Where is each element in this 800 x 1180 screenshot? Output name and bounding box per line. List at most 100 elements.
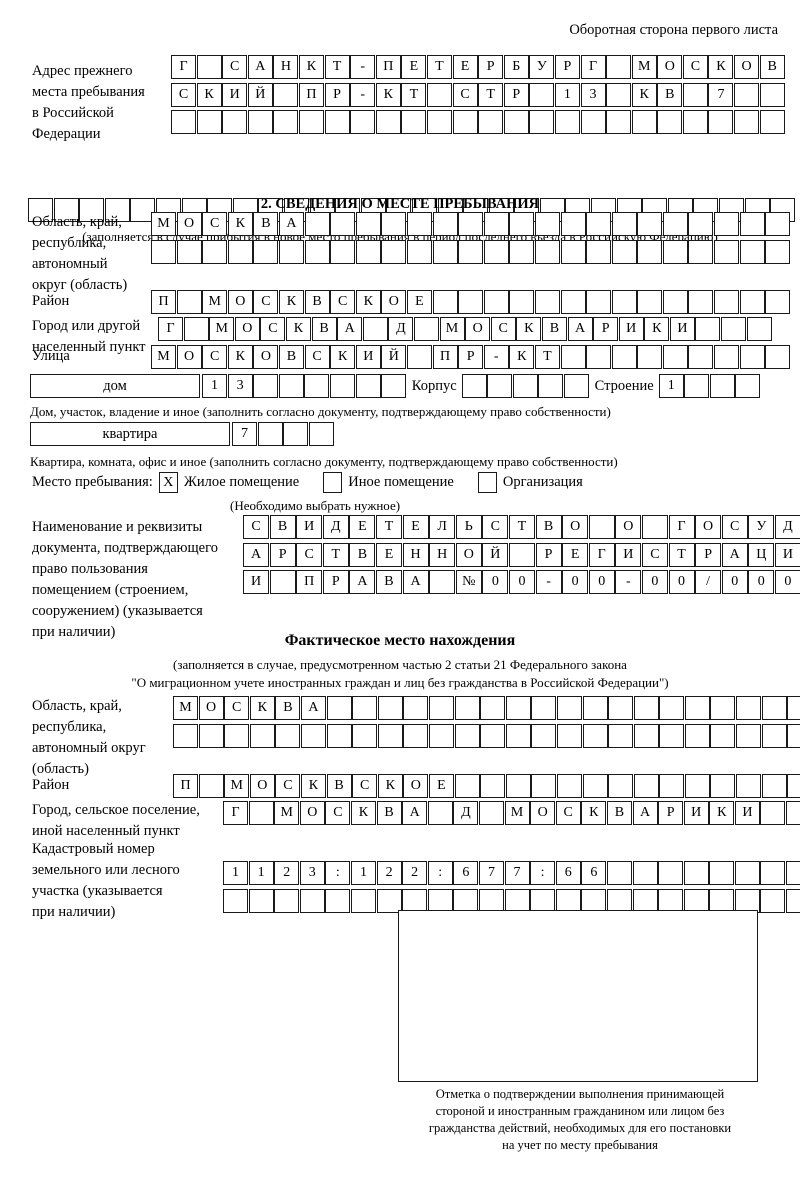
char-cell[interactable] <box>688 239 714 264</box>
char-cell[interactable]: Р <box>478 55 504 79</box>
char-cell[interactable] <box>406 345 432 369</box>
char-cell[interactable] <box>406 239 432 264</box>
char-cell[interactable] <box>556 696 582 720</box>
char-cell[interactable] <box>28 198 53 222</box>
char-cell[interactable]: П <box>375 55 401 79</box>
char-cell[interactable] <box>454 774 480 798</box>
char-cell[interactable] <box>683 888 709 913</box>
char-cell[interactable]: Е <box>349 515 376 539</box>
char-cell[interactable] <box>509 239 535 264</box>
char-cell[interactable]: 0 <box>641 570 668 594</box>
char-cell[interactable]: Н <box>429 542 456 567</box>
char-cell[interactable] <box>688 290 714 314</box>
char-cell[interactable]: О <box>176 345 202 369</box>
char-cell[interactable]: О <box>234 317 260 341</box>
char-cell[interactable] <box>308 422 334 446</box>
char-cell[interactable] <box>478 801 504 825</box>
char-cell[interactable]: И <box>296 515 323 539</box>
char-cell[interactable] <box>761 774 787 798</box>
char-cell[interactable] <box>555 888 581 913</box>
char-cell[interactable] <box>324 110 350 134</box>
char-cell[interactable] <box>608 774 634 798</box>
char-cell[interactable] <box>631 110 657 134</box>
char-cell[interactable]: 0 <box>721 570 748 594</box>
char-cell[interactable]: П <box>296 570 323 594</box>
char-cell[interactable]: 0 <box>668 570 695 594</box>
char-cell[interactable] <box>273 82 299 107</box>
char-cell[interactable]: Л <box>429 515 456 539</box>
char-cell[interactable] <box>581 888 607 913</box>
char-cell[interactable]: Т <box>508 515 535 539</box>
char-cell[interactable] <box>611 345 637 369</box>
char-cell[interactable]: В <box>349 542 376 567</box>
char-cell[interactable]: Г <box>580 55 606 79</box>
char-cell[interactable] <box>586 290 612 314</box>
char-cell[interactable] <box>330 239 356 264</box>
char-cell[interactable]: И <box>683 801 709 825</box>
char-cell[interactable] <box>659 774 685 798</box>
char-cell[interactable]: 6 <box>581 861 607 885</box>
char-cell[interactable] <box>350 110 376 134</box>
char-cell[interactable]: В <box>376 801 402 825</box>
char-cell[interactable] <box>454 696 480 720</box>
char-cell[interactable]: М <box>202 290 228 314</box>
char-cell[interactable] <box>761 723 787 748</box>
char-cell[interactable]: А <box>300 696 326 720</box>
char-cell[interactable]: 1 <box>248 861 274 885</box>
char-cell[interactable]: О <box>198 696 224 720</box>
char-cell[interactable]: В <box>275 696 301 720</box>
char-cell[interactable]: К <box>355 290 381 314</box>
char-cell[interactable]: Д <box>322 515 349 539</box>
char-cell[interactable]: М <box>209 317 235 341</box>
char-cell[interactable]: 1 <box>202 374 227 398</box>
char-cell[interactable]: Е <box>402 515 429 539</box>
char-cell[interactable] <box>682 82 708 107</box>
char-cell[interactable] <box>458 290 484 314</box>
char-cell[interactable]: К <box>298 55 324 79</box>
char-cell[interactable] <box>381 212 407 236</box>
char-cell[interactable]: А <box>337 317 363 341</box>
char-cell[interactable]: А <box>402 570 429 594</box>
char-cell[interactable]: 0 <box>508 570 535 594</box>
char-cell[interactable] <box>736 723 762 748</box>
char-cell[interactable] <box>483 212 509 236</box>
char-cell[interactable]: С <box>260 317 286 341</box>
char-cell[interactable]: Т <box>478 82 504 107</box>
char-cell[interactable]: К <box>330 345 356 369</box>
char-cell[interactable] <box>173 723 198 748</box>
char-cell[interactable] <box>428 696 454 720</box>
char-cell[interactable] <box>362 317 388 341</box>
char-cell[interactable]: В <box>269 515 296 539</box>
char-cell[interactable] <box>633 696 659 720</box>
char-cell[interactable]: Г <box>171 55 196 79</box>
char-cell[interactable] <box>714 290 740 314</box>
char-cell[interactable] <box>688 212 714 236</box>
char-cell[interactable] <box>508 542 535 567</box>
char-cell[interactable] <box>531 723 557 748</box>
char-cell[interactable] <box>684 723 710 748</box>
char-cell[interactable] <box>714 345 740 369</box>
char-cell[interactable]: В <box>326 774 352 798</box>
char-cell[interactable]: С <box>222 55 248 79</box>
char-cell[interactable] <box>278 239 304 264</box>
char-cell[interactable] <box>326 696 352 720</box>
char-cell[interactable] <box>299 888 325 913</box>
char-cell[interactable]: В <box>375 570 402 594</box>
char-cell[interactable] <box>765 345 791 369</box>
char-cell[interactable] <box>710 774 736 798</box>
char-cell[interactable] <box>538 374 564 398</box>
char-cell[interactable]: К <box>644 317 670 341</box>
char-cell[interactable] <box>402 888 428 913</box>
char-cell[interactable]: М <box>173 696 198 720</box>
char-cell[interactable]: 6 <box>453 861 479 885</box>
char-cell[interactable] <box>304 239 330 264</box>
char-cell[interactable] <box>633 774 659 798</box>
char-cell[interactable] <box>684 774 710 798</box>
korpus-grid[interactable] <box>461 374 590 398</box>
char-cell[interactable] <box>222 110 248 134</box>
char-cell[interactable]: 2 <box>274 861 300 885</box>
char-cell[interactable]: А <box>247 55 273 79</box>
char-cell[interactable]: Р <box>503 82 529 107</box>
